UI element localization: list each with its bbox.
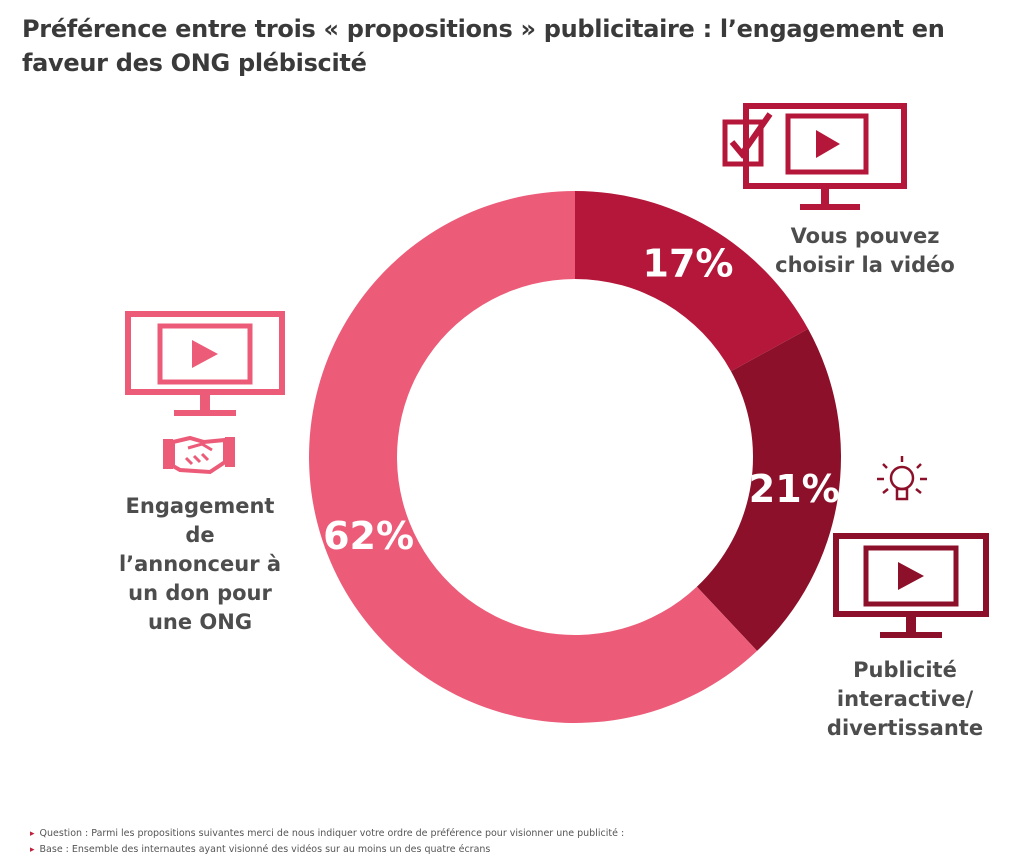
slice-engagement (309, 191, 758, 723)
monitor-play-icon (833, 533, 989, 638)
slice-value-label: 17% (643, 241, 734, 285)
monitor-play-with-checkbox-icon (722, 103, 907, 210)
label-engagement: Engagement de l’annonceur à un don pour … (118, 494, 282, 634)
slice-value-label: 21% (749, 467, 840, 511)
slice-value-label: 62% (323, 514, 414, 558)
monitor-play-icon (125, 311, 285, 416)
label-choose-video: Vous pouvez choisir la vidéo (775, 224, 955, 277)
lightbulb-icon (877, 456, 927, 501)
chart-title: Préférence entre trois « propositions » … (22, 15, 945, 77)
slice-interactive-ad (696, 328, 842, 651)
footnotes: Question : Parmi les propositions suivan… (30, 826, 625, 858)
slice-choose-video (575, 191, 809, 372)
label-interactive-ad: Publicité interactive/ divertissante (826, 658, 984, 740)
footnote-question: Question : Parmi les propositions suivan… (30, 826, 625, 842)
handshake-icon (163, 435, 235, 475)
footnote-base: Base : Ensemble des internautes ayant vi… (30, 842, 624, 858)
